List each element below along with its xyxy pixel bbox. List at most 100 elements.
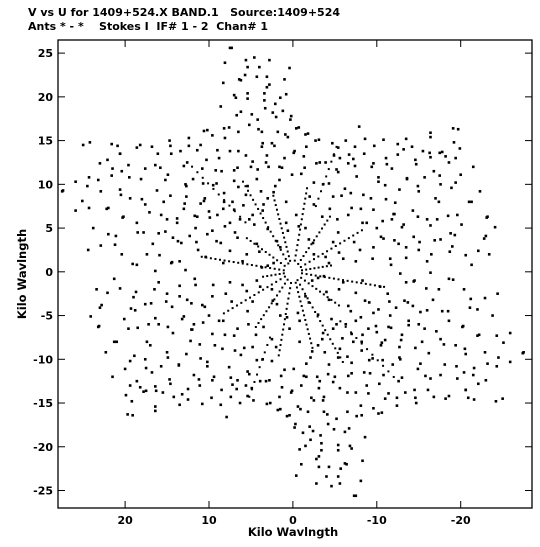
uv-point (262, 314, 265, 317)
uv-point (236, 327, 239, 330)
uv-point (217, 319, 221, 323)
uv-point (346, 410, 349, 414)
uv-point (230, 46, 233, 50)
uv-point (142, 231, 145, 234)
uv-point (127, 327, 130, 330)
uv-point (377, 308, 380, 311)
uv-point (185, 161, 189, 164)
uv-point (312, 253, 316, 256)
uv-point (354, 494, 358, 498)
uv-point (306, 132, 310, 135)
uv-point (112, 277, 116, 281)
uv-point (98, 306, 102, 309)
uv-point (310, 342, 313, 345)
uv-point (319, 320, 322, 323)
uv-point (156, 152, 160, 156)
uv-point (454, 343, 457, 347)
uv-point (310, 396, 313, 400)
uv-point (380, 411, 384, 414)
uv-point (247, 322, 250, 326)
uv-point (368, 371, 372, 375)
uv-point (360, 342, 363, 345)
uv-point (294, 422, 297, 426)
uv-point (277, 354, 280, 357)
uv-point (508, 331, 512, 335)
uv-point (196, 171, 199, 174)
uv-point (283, 264, 286, 267)
uv-point (411, 304, 415, 308)
uv-point (198, 384, 202, 387)
uv-point (180, 392, 184, 396)
uv-point (367, 301, 371, 304)
uv-point (106, 158, 109, 162)
uv-point (285, 307, 288, 310)
uv-point (81, 199, 84, 203)
uv-point (325, 290, 328, 294)
uv-point (247, 123, 251, 127)
uv-point (369, 283, 372, 286)
uv-point (284, 241, 287, 244)
uv-point (372, 208, 375, 212)
uv-point (329, 338, 332, 341)
uv-point (264, 379, 268, 383)
uv-point (349, 191, 353, 195)
uv-point (274, 345, 278, 349)
y-tick-label: 20 (38, 91, 54, 104)
uv-point (316, 315, 319, 318)
uv-point (325, 413, 329, 416)
uv-point (186, 387, 190, 391)
uv-point (148, 343, 152, 347)
uv-point (296, 405, 300, 408)
uv-point (344, 322, 348, 326)
uv-point (330, 160, 333, 163)
uv-point (275, 208, 278, 211)
uv-point (384, 197, 388, 201)
uv-point (201, 321, 205, 324)
uv-point (343, 239, 346, 242)
uv-point (433, 239, 436, 242)
uv-point (136, 326, 139, 330)
uv-point (383, 338, 387, 342)
uv-point (159, 364, 163, 368)
uv-point (279, 246, 282, 249)
uv-point (336, 356, 340, 359)
uv-point (361, 279, 364, 282)
uv-point (179, 149, 182, 153)
uv-point (176, 239, 180, 243)
uv-point (398, 188, 401, 191)
uv-point (257, 322, 260, 325)
uv-point (429, 377, 432, 380)
uv-point (451, 127, 455, 130)
uv-point (339, 356, 342, 359)
uv-point (332, 154, 336, 157)
uv-point (260, 130, 264, 134)
uv-point (269, 230, 272, 233)
uv-point (283, 282, 286, 285)
uv-point (239, 353, 243, 357)
uv-point (223, 225, 227, 228)
uv-point (195, 148, 199, 152)
uv-point (279, 248, 282, 251)
uv-point (201, 176, 204, 179)
uv-point (217, 156, 221, 160)
uv-point (187, 136, 191, 140)
uv-point (398, 356, 401, 359)
uv-point (246, 97, 249, 100)
uv-point (310, 350, 314, 353)
uv-point (211, 183, 215, 187)
uv-point (340, 194, 343, 198)
uv-point (339, 242, 342, 245)
uv-point (87, 206, 91, 210)
uv-point (416, 367, 420, 371)
uv-point (446, 214, 450, 218)
uv-point (278, 290, 281, 293)
uv-point (205, 256, 208, 259)
uv-point (232, 179, 236, 183)
uv-point (260, 145, 264, 149)
axis-ticks: 20 10 0 -10 -20 25 20 15 10 5 0 -5 -10 -15 -20 -25 (33, 40, 532, 527)
uv-point (305, 362, 308, 365)
uv-point (232, 93, 236, 97)
uv-point (195, 215, 199, 219)
uv-point (305, 251, 308, 254)
uv-point (404, 246, 408, 249)
